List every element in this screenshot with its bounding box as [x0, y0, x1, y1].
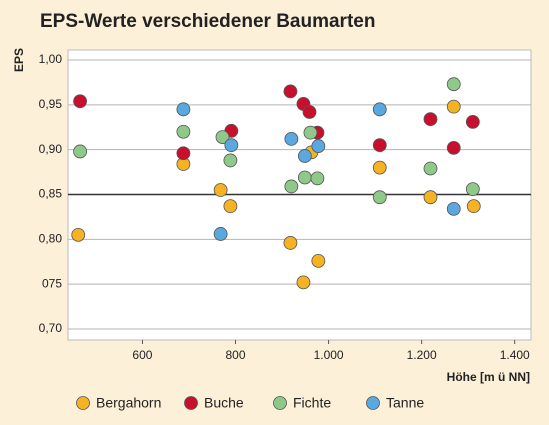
point	[465, 114, 480, 129]
point	[224, 138, 239, 153]
point	[372, 138, 387, 153]
point	[372, 190, 387, 205]
legend-marker	[366, 396, 380, 410]
point	[176, 146, 191, 161]
point	[296, 275, 311, 290]
point	[311, 139, 326, 153]
y-axis-label: EPS	[12, 48, 26, 72]
point	[284, 179, 299, 194]
point	[223, 153, 238, 168]
legend-marker	[273, 396, 287, 410]
chart-title: EPS-Werte verschiedener Baumarten	[40, 11, 375, 32]
point	[446, 77, 461, 92]
y-tick-label: 0,90	[39, 142, 63, 156]
legend-label: Fichte	[293, 395, 331, 411]
y-tick-label: 0,85	[39, 187, 63, 201]
y-tick-label: 0,70	[39, 321, 63, 335]
point	[71, 227, 86, 242]
x-tick-label: 800	[226, 348, 246, 362]
point	[302, 105, 317, 119]
point	[423, 190, 438, 205]
point	[176, 124, 191, 139]
y-tick-label: 1,00	[39, 52, 63, 66]
point	[176, 102, 191, 117]
legend-marker	[184, 396, 198, 410]
point	[311, 253, 326, 268]
x-tick-label: 1.400	[500, 348, 530, 362]
point	[303, 125, 318, 140]
point	[466, 199, 481, 214]
point	[446, 140, 461, 155]
point	[446, 99, 461, 114]
point	[223, 199, 238, 214]
point	[423, 112, 438, 127]
point	[310, 171, 325, 186]
point	[372, 160, 387, 175]
point	[283, 84, 298, 99]
y-tick-label: 075	[42, 276, 62, 290]
point	[284, 132, 299, 146]
point	[73, 94, 87, 109]
y-tick-label: 0,80	[39, 232, 63, 246]
x-tick-label: 600	[132, 348, 152, 362]
point	[423, 161, 438, 176]
point	[446, 201, 461, 216]
point	[213, 183, 228, 197]
point	[213, 227, 228, 241]
point	[465, 182, 480, 197]
point	[372, 102, 387, 117]
point	[283, 236, 298, 250]
point	[297, 170, 312, 185]
x-tick-label: 1.200	[407, 348, 437, 362]
point	[297, 149, 312, 163]
legend-label: Tanne	[386, 395, 424, 411]
x-axis-label: Höhe [m ü NN]	[447, 370, 530, 384]
legend-label: Buche	[204, 395, 244, 411]
legend-label: Bergahorn	[96, 395, 161, 411]
y-tick-label: 0,95	[39, 97, 63, 111]
x-tick-label: 1.000	[314, 348, 344, 362]
point	[73, 144, 87, 159]
legend-marker	[76, 396, 90, 410]
point	[215, 130, 230, 145]
